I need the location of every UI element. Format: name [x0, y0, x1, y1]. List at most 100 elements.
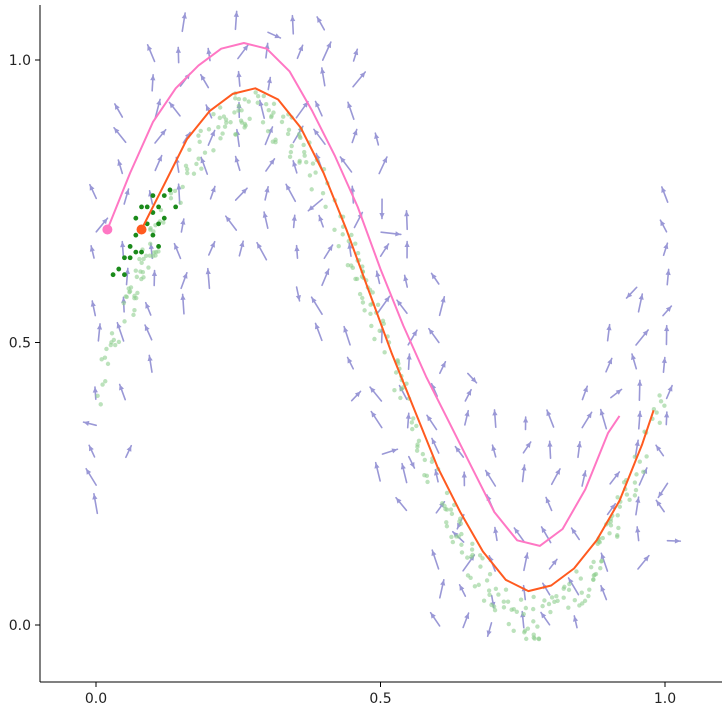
scatter-point	[150, 253, 156, 259]
field-arrow	[380, 231, 402, 237]
scatter-point	[540, 603, 545, 609]
field-arrow	[150, 74, 156, 92]
field-arrow	[124, 267, 131, 286]
scatter-point	[486, 588, 492, 593]
scatter-point	[340, 232, 345, 237]
scatter-point	[632, 493, 638, 498]
field-arrow	[352, 71, 367, 88]
field-arrow	[548, 558, 558, 570]
field-arrow	[461, 471, 467, 487]
scatter-point	[370, 290, 375, 295]
scatter-point	[121, 300, 126, 306]
field-arrow	[521, 464, 527, 483]
y-tick-label: 0.5	[9, 336, 31, 352]
field-arrow	[85, 467, 97, 486]
scatter-point	[99, 357, 104, 362]
highlight-point	[133, 249, 139, 255]
scatter-point	[100, 382, 105, 387]
scatter-point	[481, 598, 487, 603]
field-arrow	[379, 243, 390, 257]
field-arrow	[296, 44, 304, 60]
field-arrow	[430, 272, 440, 285]
field-arrow	[82, 420, 97, 427]
field-arrow	[320, 67, 326, 87]
scatter-point	[184, 167, 190, 172]
field-arrow	[431, 437, 440, 454]
scatter-point	[355, 250, 361, 256]
scatter-point	[217, 105, 223, 110]
field-arrow	[523, 552, 529, 572]
scatter-point	[375, 302, 381, 307]
scatter-point	[357, 291, 363, 297]
scatter-point	[360, 300, 366, 305]
scatter-point	[420, 451, 426, 457]
scatter-point	[416, 438, 422, 444]
scatter-point	[578, 576, 583, 581]
scatter-point	[135, 290, 140, 296]
scatter-point	[239, 120, 245, 125]
field-arrow	[346, 356, 355, 370]
scatter-point	[301, 142, 306, 148]
scatter-point	[422, 473, 427, 478]
background-scatter-points	[95, 90, 667, 642]
scatter-point	[232, 110, 237, 115]
scatter-point	[459, 550, 465, 555]
field-arrow	[434, 468, 440, 483]
scatter-point	[298, 135, 303, 141]
scatter-point	[253, 90, 258, 95]
scatter-point	[320, 190, 326, 196]
scatter-point	[542, 598, 547, 603]
scatter-point	[104, 346, 109, 352]
scatter-point	[580, 601, 585, 606]
highlight-point	[156, 244, 161, 249]
scatter-point	[279, 119, 285, 125]
scatter-point	[634, 472, 639, 477]
scatter-point	[273, 137, 278, 142]
scatter-point	[196, 133, 201, 138]
y-tick-label: 1.0	[9, 53, 31, 69]
highlight-point	[133, 232, 139, 238]
scatter-point	[382, 350, 387, 355]
field-arrow	[491, 444, 497, 458]
scatter-point	[459, 531, 464, 537]
field-arrow	[339, 156, 353, 173]
field-arrow	[637, 379, 643, 401]
field-arrow	[605, 357, 613, 373]
scatter-point	[221, 114, 227, 119]
scatter-point	[313, 170, 318, 175]
field-arrow	[464, 409, 470, 426]
field-arrow	[606, 323, 612, 342]
field-arrow	[92, 493, 99, 515]
trajectory-start-marker-1	[102, 224, 113, 235]
field-arrow	[290, 14, 296, 35]
field-arrow	[381, 448, 399, 455]
scatter-point	[592, 572, 597, 577]
scatter-point	[588, 564, 594, 570]
scatter-point	[143, 253, 149, 259]
field-arrow	[291, 214, 297, 229]
scatter-point	[637, 459, 642, 464]
field-arrow	[316, 16, 326, 31]
scatter-point	[140, 270, 146, 275]
field-arrow	[266, 76, 272, 91]
scatter-point	[457, 519, 462, 524]
scatter-point	[369, 323, 374, 329]
field-arrow	[200, 156, 209, 175]
field-arrow	[125, 444, 133, 459]
scatter-point	[523, 605, 529, 611]
scatter-point	[587, 587, 592, 592]
scatter-point	[548, 609, 553, 615]
scatter-point	[501, 599, 507, 604]
scatter-point	[377, 328, 382, 334]
scatter-point	[289, 143, 294, 149]
field-arrow	[429, 611, 441, 627]
scatter-point	[185, 170, 190, 176]
scatter-point	[398, 395, 403, 401]
field-arrow	[151, 269, 158, 287]
scatter-point	[239, 108, 244, 113]
scatter-point	[362, 308, 367, 313]
field-arrow	[431, 549, 440, 570]
field-arrow	[154, 154, 163, 172]
scatter-point	[444, 490, 450, 496]
field-arrow	[540, 611, 551, 626]
